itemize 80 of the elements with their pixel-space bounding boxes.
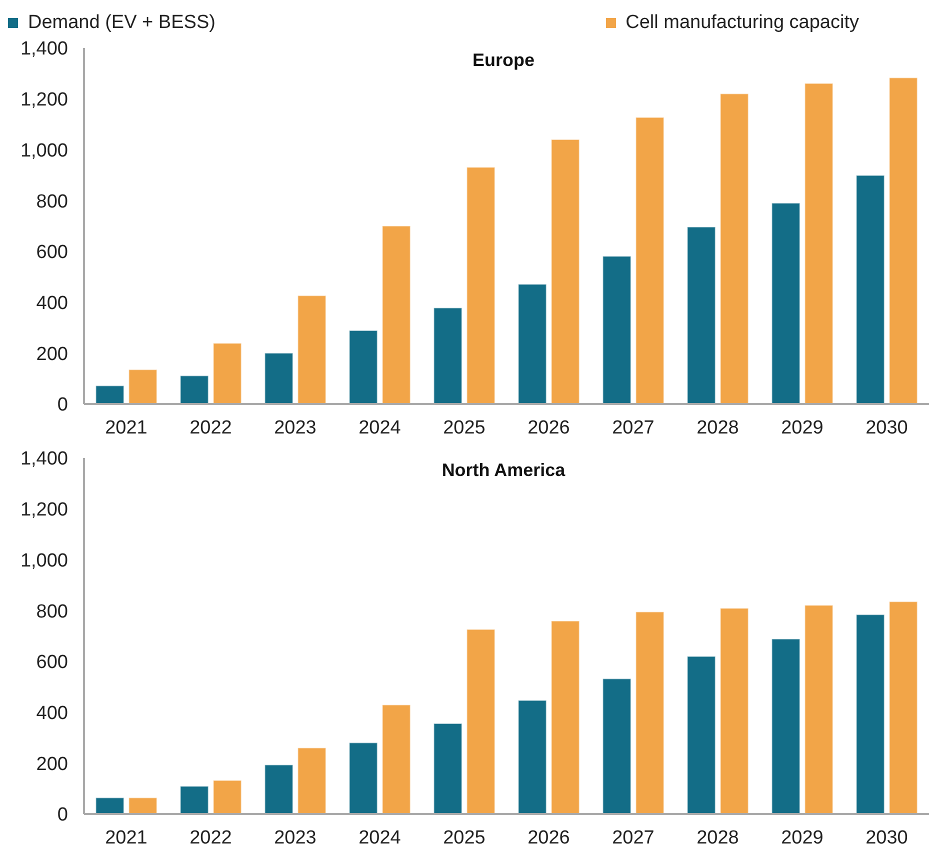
x-tick-label: 2023 <box>274 827 316 848</box>
bar <box>550 139 580 404</box>
x-tick-label: 2021 <box>105 417 148 438</box>
bar <box>856 614 885 814</box>
bar <box>382 704 411 814</box>
bar <box>128 797 158 814</box>
legend-label: Demand (EV + BESS) <box>28 12 216 34</box>
bar <box>180 375 209 404</box>
y-tick-label: 600 <box>36 242 68 264</box>
bar <box>771 638 800 814</box>
bar <box>128 369 158 404</box>
bar <box>297 747 326 814</box>
y-tick-label: 800 <box>36 601 68 622</box>
y-tick-label: 200 <box>36 344 68 365</box>
bar <box>888 77 918 404</box>
bar <box>180 786 209 814</box>
y-tick-label: 800 <box>36 191 68 212</box>
y-tick-label: 0 <box>57 394 68 416</box>
bar <box>888 601 918 814</box>
x-tick-label: 2030 <box>866 417 908 438</box>
chart-title: North America <box>440 460 566 481</box>
bar <box>720 93 749 404</box>
x-tick-label: 2022 <box>190 827 232 848</box>
x-tick-label: 2027 <box>612 417 654 438</box>
x-tick-label: 2025 <box>443 417 486 438</box>
x-tick-label: 2026 <box>528 417 570 438</box>
bar <box>635 116 664 404</box>
y-tick-label: 0 <box>57 804 68 826</box>
y-tick-label: 1,400 <box>20 38 68 60</box>
bar <box>264 764 294 814</box>
y-tick-label: 1,200 <box>20 500 68 521</box>
x-tick-label: 2023 <box>274 417 316 438</box>
x-tick-label: 2029 <box>781 827 824 848</box>
y-tick-label: 400 <box>36 293 68 314</box>
x-tick-label: 2021 <box>105 827 148 848</box>
bar <box>635 611 664 814</box>
bar <box>348 330 378 404</box>
bar <box>518 284 547 404</box>
x-tick-label: 2030 <box>866 827 908 848</box>
bar <box>804 82 834 404</box>
bar <box>602 256 632 404</box>
bar <box>602 678 632 814</box>
y-tick-label: 600 <box>36 652 68 674</box>
bar <box>686 226 716 404</box>
y-tick-label: 200 <box>36 754 68 775</box>
legend-label: Cell manufacturing capacity <box>626 12 859 34</box>
x-tick-label: 2024 <box>358 827 402 848</box>
x-tick-label: 2024 <box>358 417 402 438</box>
bar <box>771 202 800 404</box>
bar <box>550 620 580 814</box>
bar <box>720 608 749 814</box>
bar <box>95 797 124 814</box>
bar <box>297 295 326 404</box>
bar <box>856 174 885 404</box>
x-tick-label: 2026 <box>528 827 570 848</box>
bar <box>382 226 411 404</box>
bar <box>212 342 242 404</box>
bar <box>212 780 242 814</box>
y-tick-label: 400 <box>36 703 68 724</box>
y-tick-label: 1,000 <box>20 140 68 162</box>
bar <box>466 628 496 814</box>
bar <box>348 742 378 814</box>
y-tick-label: 1,000 <box>20 550 68 572</box>
y-tick-label: 1,200 <box>20 90 68 111</box>
bar <box>518 700 547 814</box>
x-tick-label: 2022 <box>190 417 232 438</box>
x-tick-label: 2028 <box>696 417 739 438</box>
chart-title: Europe <box>471 50 536 71</box>
bar <box>95 385 124 404</box>
bar <box>466 166 496 404</box>
x-tick-label: 2027 <box>612 827 654 848</box>
bar <box>804 604 834 814</box>
bar <box>433 307 462 404</box>
x-tick-label: 2025 <box>443 827 486 848</box>
bar <box>433 722 462 814</box>
bar <box>264 352 294 404</box>
x-tick-label: 2028 <box>696 827 739 848</box>
y-tick-label: 1,400 <box>20 448 68 470</box>
bar <box>686 656 716 814</box>
x-tick-label: 2029 <box>781 417 824 438</box>
